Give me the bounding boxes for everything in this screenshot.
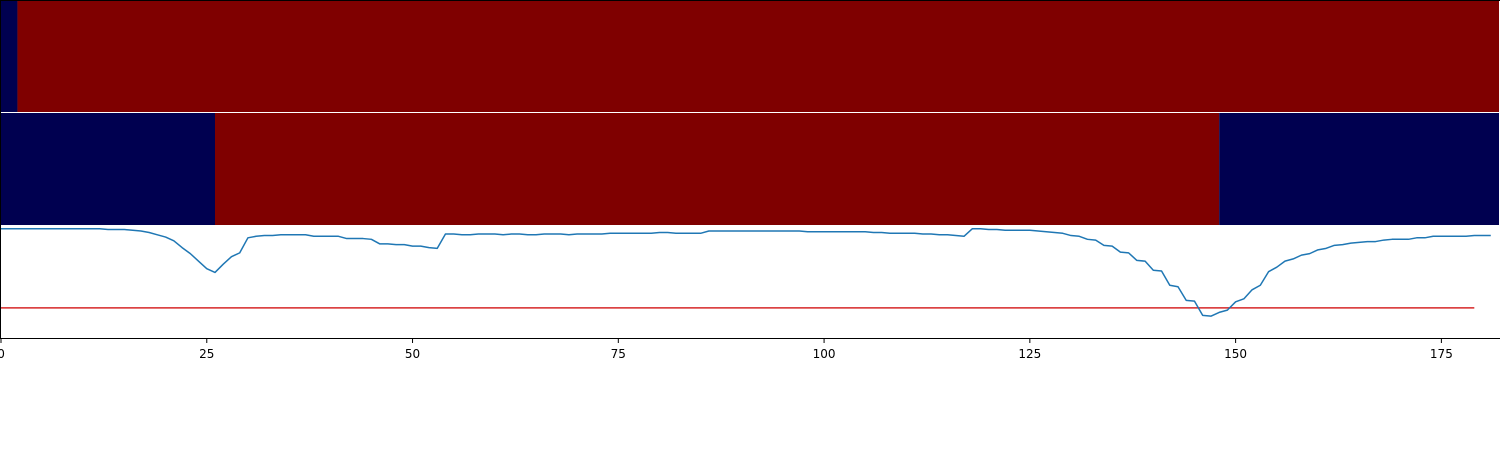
middle-heatmap-strip-segment-1 [215, 113, 1220, 225]
middle-heatmap-strip-segment-0 [1, 113, 215, 225]
line-panel [1, 228, 1491, 317]
x-tick-label: 175 [1430, 347, 1453, 361]
top-heatmap-strip-segment-0 [1, 1, 18, 112]
x-tick-label: 50 [405, 347, 420, 361]
middle-heatmap-strip [1, 113, 1499, 225]
x-axis: 0 25 50 75 100 125 150 175 [0, 338, 1453, 361]
middle-heatmap-strip-segment-2 [1219, 113, 1499, 225]
x-tick-label: 0 [0, 347, 5, 361]
series-line-0 [1, 228, 1491, 317]
x-tick-label: 25 [199, 347, 214, 361]
x-tick-label: 150 [1224, 347, 1247, 361]
axis-spines [0, 0, 1500, 339]
x-tick-label: 100 [813, 347, 836, 361]
x-tick-label: 125 [1018, 347, 1041, 361]
top-heatmap-strip-segment-1 [17, 1, 1499, 112]
x-tick-label: 75 [611, 347, 626, 361]
top-heatmap-strip [1, 1, 1499, 112]
